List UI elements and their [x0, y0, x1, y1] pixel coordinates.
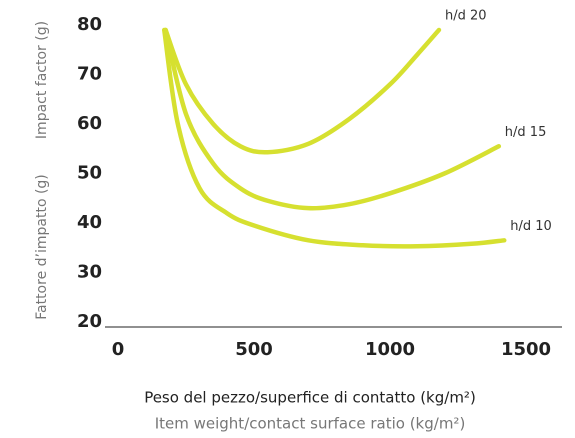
x-axis-label: Peso del pezzo/superfice di contatto (kg…	[144, 389, 476, 407]
series-label: h/d 15	[505, 125, 547, 140]
y-tick-label: 60	[77, 113, 102, 134]
y-axis-label: Fattore d’impatto (g)	[34, 174, 50, 320]
y-tick-label: 40	[77, 212, 102, 233]
y-tick-label: 80	[77, 14, 102, 35]
x-tick-label: 1000	[365, 339, 415, 360]
curve	[163, 27, 442, 155]
series-label: h/d 10	[510, 219, 552, 234]
y-axis-label: Impact factor (g)	[34, 21, 50, 139]
curve	[163, 27, 502, 211]
y-tick-label: 20	[77, 311, 102, 332]
x-axis-label: Item weight/contact surface ratio (kg/m²…	[155, 415, 466, 433]
x-tick-label: 500	[235, 339, 273, 360]
x-tick-label: 1500	[501, 339, 551, 360]
y-tick-label: 70	[77, 64, 102, 85]
y-tick-label: 30	[77, 262, 102, 283]
curve	[161, 27, 507, 249]
x-tick-label: 0	[112, 339, 125, 360]
y-tick-label: 50	[77, 163, 102, 184]
series-label: h/d 20	[445, 8, 487, 23]
